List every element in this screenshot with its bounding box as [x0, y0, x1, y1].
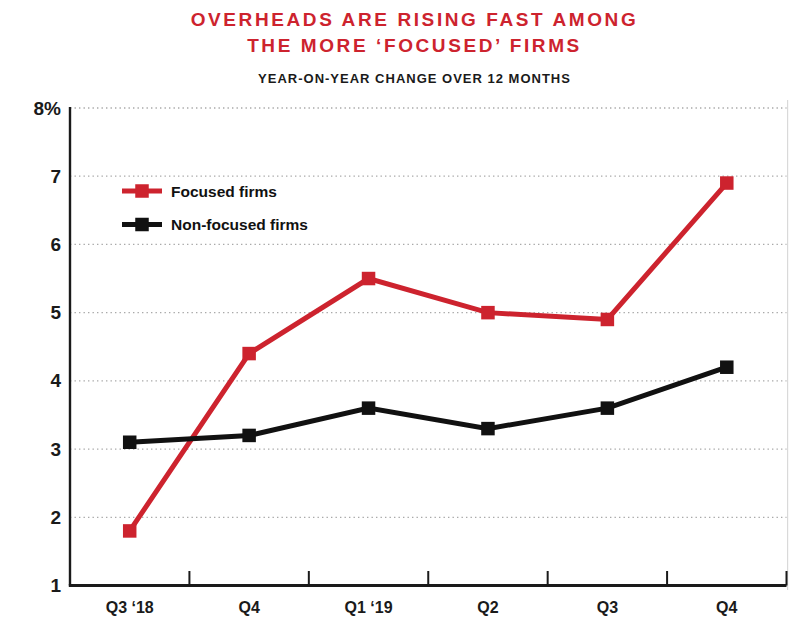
data-marker-focused-firms [720, 176, 734, 190]
line-chart: 8% 7 6 5 4 3 2 1 Q3 ‘18 Q4 Q1 ‘19 Q2 Q3 Q4 Focused fir… [0, 0, 789, 633]
data-marker-non-focused-firms [720, 360, 734, 374]
y-axis-label: 2 [50, 507, 61, 528]
y-axis-label: 1 [50, 575, 61, 596]
y-axis-label: 8% [34, 98, 62, 119]
legend-item-non-focused-firms: Non-focused firms [122, 216, 308, 233]
chart-figure: OVERHEADS ARE RISING FAST AMONG THE MORE… [0, 0, 789, 633]
data-marker-focused-firms [601, 313, 615, 327]
legend-marker-non-focused-firms [135, 218, 149, 232]
x-axis-label: Q4 [716, 599, 737, 616]
y-axis-label: 3 [50, 439, 61, 460]
x-axis-label: Q4 [238, 599, 259, 616]
data-marker-non-focused-firms [123, 436, 137, 450]
x-axis-label: Q3 ‘18 [106, 599, 154, 616]
legend: Focused firms Non-focused firms [122, 183, 308, 234]
y-axis-label: 7 [50, 166, 61, 187]
legend-item-focused-firms: Focused firms [122, 183, 277, 200]
x-axis-label: Q2 [477, 599, 498, 616]
data-marker-focused-firms [242, 347, 256, 361]
data-marker-non-focused-firms [242, 429, 256, 443]
data-marker-non-focused-firms [481, 422, 495, 436]
data-marker-non-focused-firms [362, 401, 376, 415]
data-marker-focused-firms [481, 306, 495, 320]
legend-marker-focused-firms [135, 184, 149, 198]
data-marker-focused-firms [362, 272, 376, 286]
y-axis-label: 6 [50, 234, 61, 255]
y-axis-label: 5 [50, 302, 61, 323]
series-line-non-focused-firms [130, 367, 727, 442]
legend-label-focused-firms: Focused firms [171, 183, 277, 200]
x-axis-label: Q3 [597, 599, 618, 616]
y-axis-label: 4 [50, 370, 61, 391]
data-marker-focused-firms [123, 524, 137, 538]
legend-label-non-focused-firms: Non-focused firms [171, 216, 308, 233]
x-axis-label: Q1 ‘19 [345, 599, 393, 616]
series-line-focused-firms [130, 183, 727, 531]
data-marker-non-focused-firms [601, 401, 615, 415]
